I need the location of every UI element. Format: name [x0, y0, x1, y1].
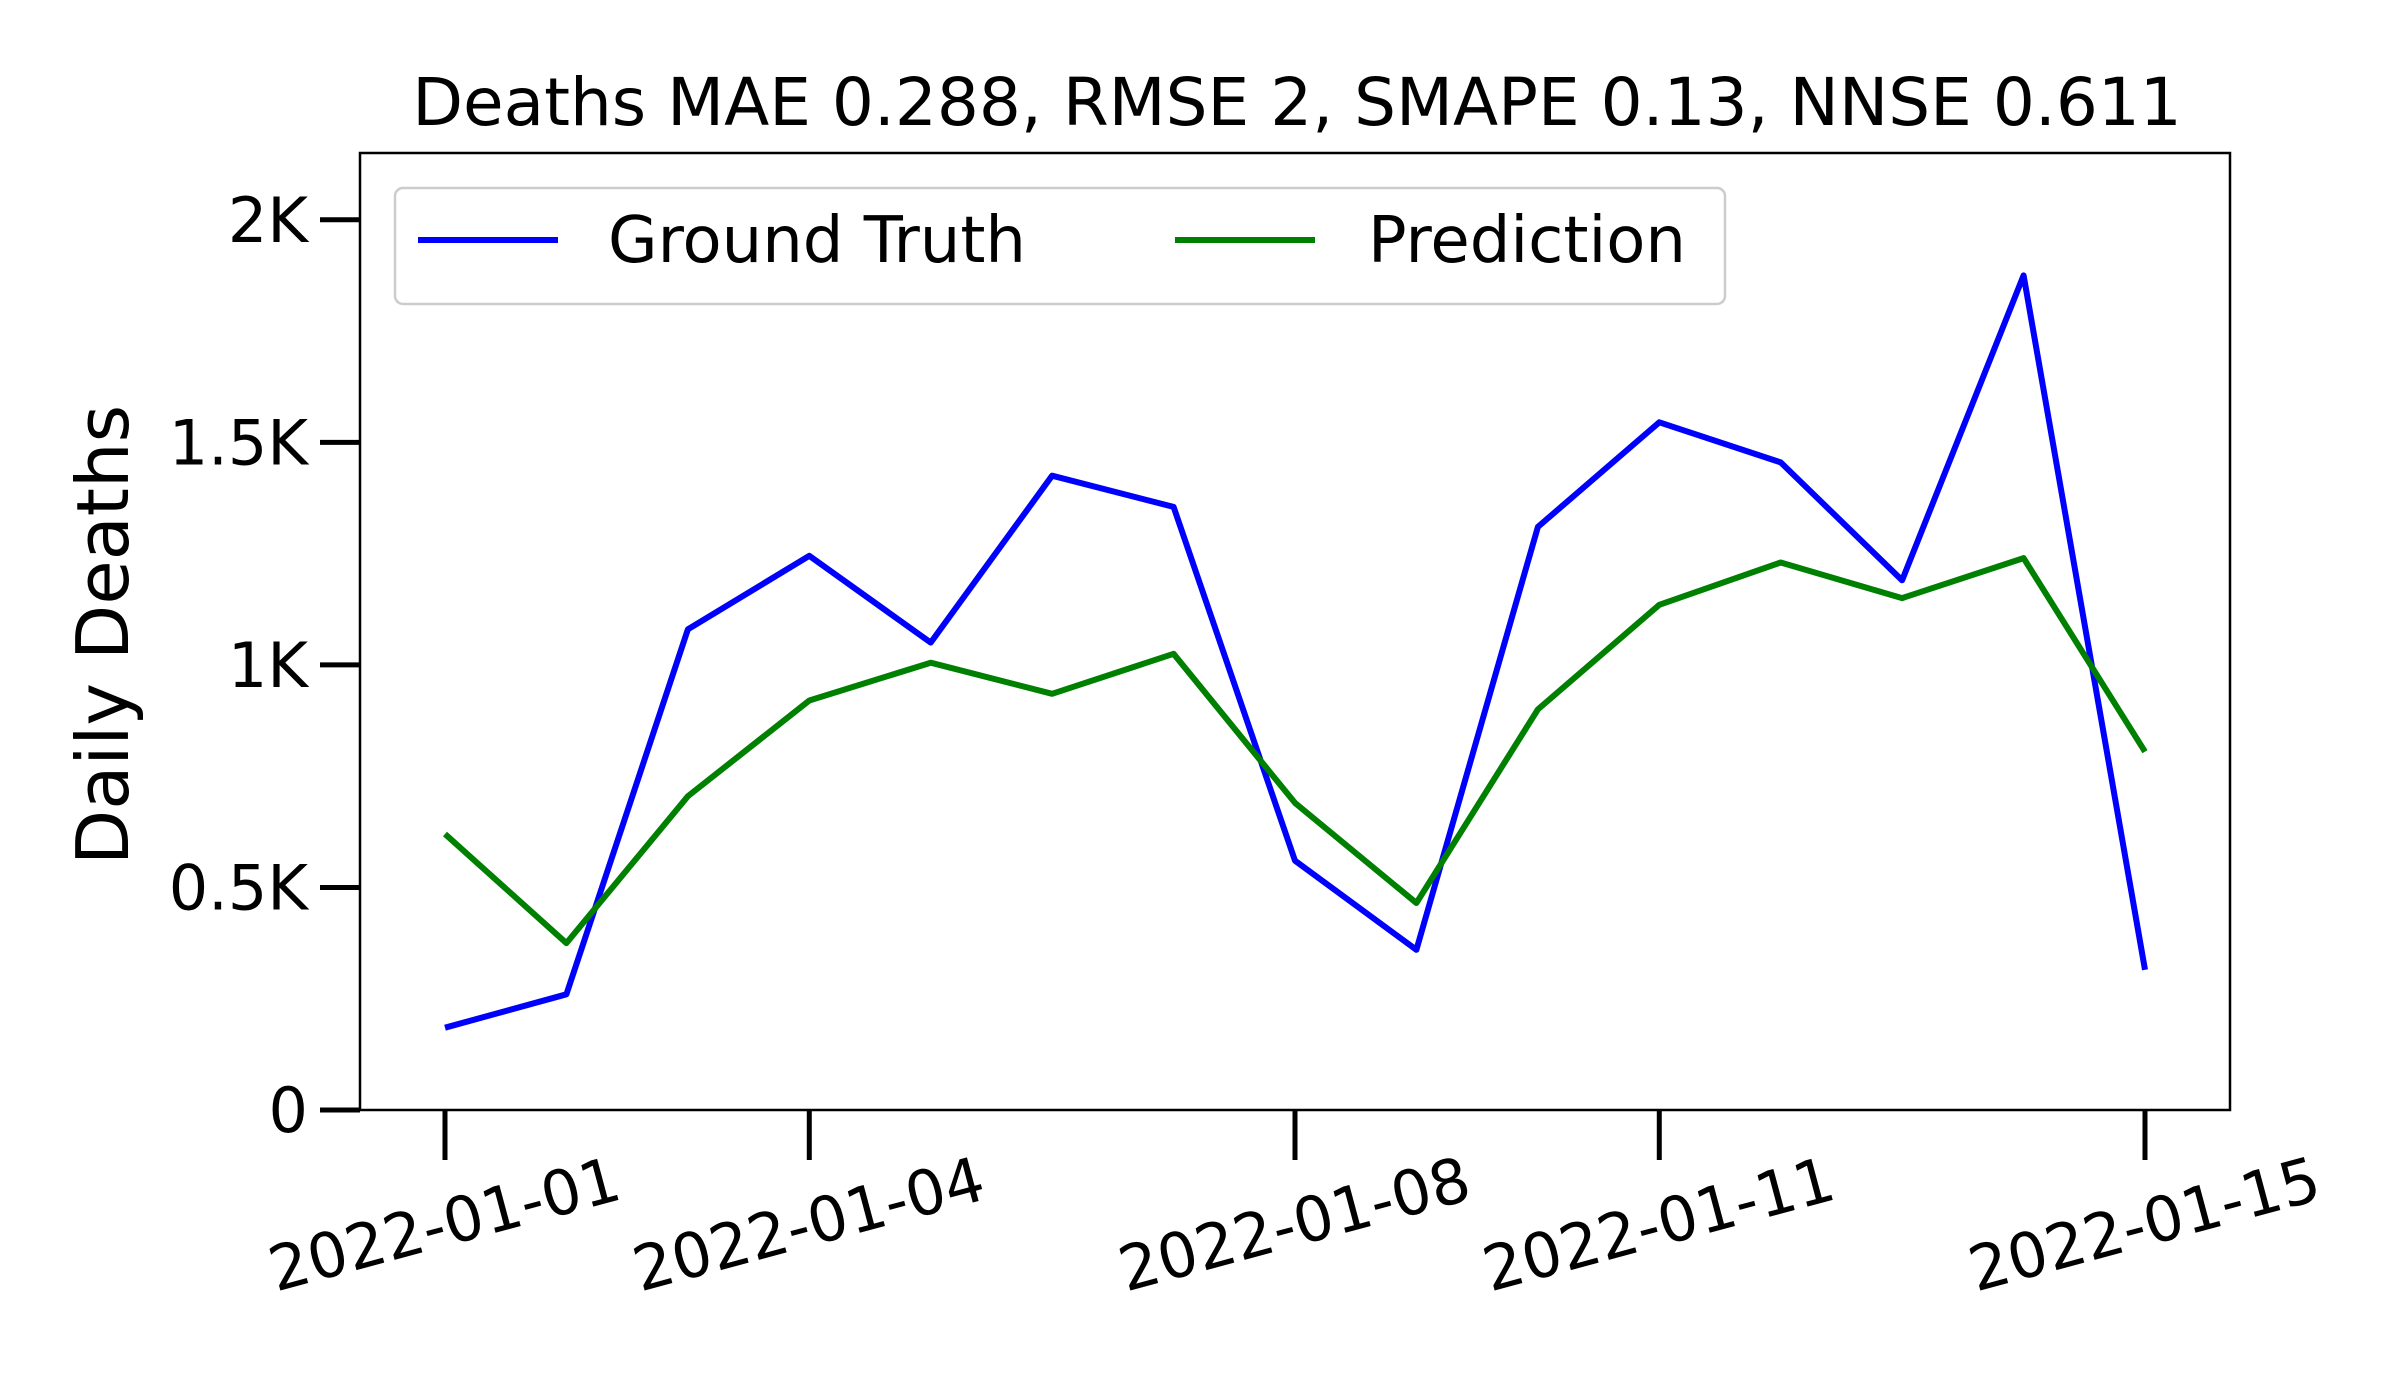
series-layer [442, 272, 2148, 1031]
chart-title: Deaths MAE 0.288, RMSE 2, SMAPE 0.13, NN… [412, 64, 2182, 141]
legend-label-prediction: Prediction [1368, 204, 1686, 278]
x-tick-label: 2022-01-08 [1111, 1142, 1478, 1306]
y-axis-label: Daily Deaths [61, 405, 145, 865]
legend-label-ground-truth: Ground Truth [608, 204, 1026, 278]
y-tick-label: 0.5K [169, 851, 310, 924]
y-tick-label: 1.5K [169, 406, 310, 479]
legend-box [393, 186, 1727, 306]
y-tick-label: 2K [228, 184, 309, 257]
x-tick-label: 2022-01-01 [261, 1142, 628, 1306]
series-line-prediction [442, 555, 2148, 947]
x-tick-label: 2022-01-04 [625, 1142, 992, 1306]
y-axis-ticks: 0 0.5K 1K 1.5K 2K [169, 184, 360, 1147]
legend: Ground Truth Prediction [393, 186, 1727, 306]
y-tick-label: 0 [269, 1074, 308, 1147]
y-tick-label: 1K [228, 629, 309, 702]
x-tick-label: 2022-01-11 [1475, 1142, 1842, 1306]
x-tick-label: 2022-01-15 [1961, 1142, 2328, 1306]
series-line-ground-truth [444, 272, 2148, 1031]
